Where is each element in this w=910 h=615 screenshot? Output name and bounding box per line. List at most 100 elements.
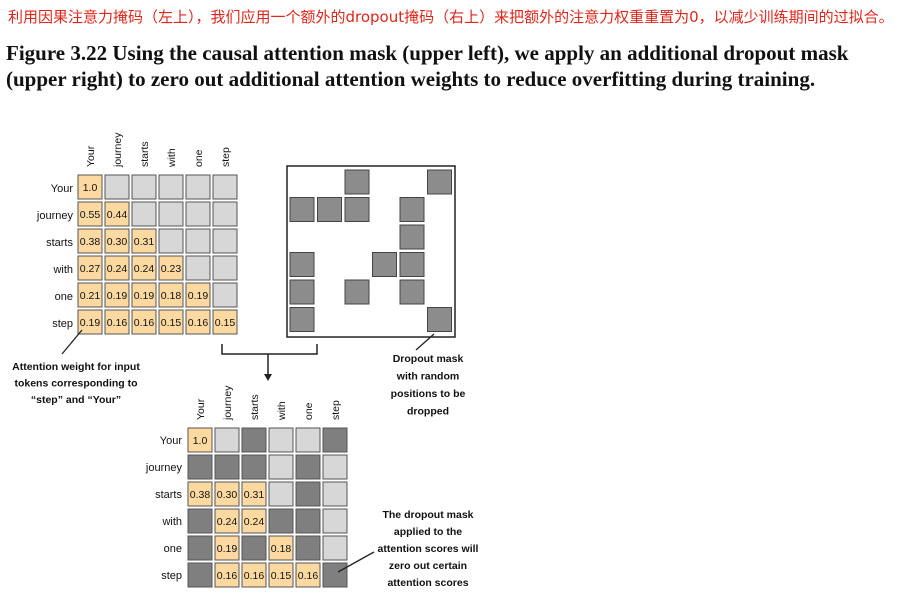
matrix-cell bbox=[131, 174, 157, 200]
pointer-line bbox=[337, 551, 375, 573]
column-label: one bbox=[303, 402, 315, 420]
result-cell bbox=[241, 454, 267, 480]
pointer-line bbox=[61, 329, 83, 355]
cell-value: 0.16 bbox=[134, 317, 155, 329]
result-cell bbox=[187, 508, 213, 534]
matrix-cell bbox=[158, 228, 184, 254]
matrix-cell bbox=[185, 174, 211, 200]
column-label: journey bbox=[222, 385, 234, 421]
dropout-cell bbox=[289, 279, 315, 305]
row-label: step bbox=[161, 570, 182, 582]
figure-caption: Figure 3.22 Using the causal attention m… bbox=[6, 41, 849, 91]
result-cell bbox=[295, 427, 321, 453]
result-cell bbox=[268, 562, 294, 588]
row-label: Your bbox=[160, 435, 183, 447]
column-label: step bbox=[330, 400, 342, 420]
cell-value: 0.38 bbox=[190, 489, 211, 501]
result-cell bbox=[187, 427, 213, 453]
cell-value: 0.23 bbox=[161, 263, 182, 275]
result-cell bbox=[214, 454, 240, 480]
matrix-cell bbox=[212, 255, 238, 281]
dropout-cell bbox=[372, 252, 397, 277]
row-label: one bbox=[55, 291, 73, 303]
column-label: one bbox=[193, 149, 205, 167]
cell-value: 0.16 bbox=[244, 570, 265, 582]
cell-value: 1.0 bbox=[83, 182, 98, 194]
matrix-cell bbox=[77, 282, 103, 308]
cell-value: 0.21 bbox=[80, 290, 101, 302]
dropout-cell bbox=[344, 169, 370, 195]
result-cell bbox=[322, 427, 348, 453]
matrix-cell bbox=[104, 255, 130, 281]
result-cell bbox=[241, 427, 267, 453]
cell-value: 0.19 bbox=[107, 290, 128, 302]
note-dropout-mask: positions to be bbox=[391, 388, 466, 400]
matrix-cell bbox=[185, 228, 211, 254]
result-cell bbox=[214, 427, 240, 453]
result-cell bbox=[322, 508, 348, 534]
cell-value: 0.15 bbox=[215, 317, 236, 329]
column-label: journey bbox=[112, 132, 124, 168]
cell-value: 1.0 bbox=[193, 435, 208, 447]
row-label: step bbox=[52, 318, 73, 330]
matrix-cell bbox=[185, 309, 211, 335]
column-label: starts bbox=[249, 394, 261, 420]
note-dropout-mask: dropped bbox=[407, 406, 449, 418]
matrix-cell bbox=[77, 255, 103, 281]
dropout-cell bbox=[344, 279, 370, 305]
matrix-cell bbox=[212, 201, 238, 227]
column-label: with bbox=[276, 401, 288, 421]
row-label: journey bbox=[145, 462, 183, 474]
dropout-cell bbox=[399, 197, 425, 222]
result-cell bbox=[268, 481, 294, 507]
result-cell bbox=[322, 562, 348, 588]
row-label: one bbox=[164, 543, 182, 555]
result-cell bbox=[268, 508, 294, 534]
cell-value: 0.38 bbox=[80, 236, 101, 248]
column-label: Your bbox=[85, 145, 97, 167]
dropout-cell bbox=[289, 252, 315, 277]
cell-value: 0.27 bbox=[80, 263, 101, 275]
matrix-cell bbox=[77, 201, 103, 227]
cell-value: 0.24 bbox=[244, 516, 265, 528]
cell-value: 0.16 bbox=[188, 317, 209, 329]
note-dropout-applied: applied to the bbox=[394, 526, 462, 538]
cell-value: 0.15 bbox=[271, 570, 292, 582]
note-attention-weight: “step” and “Your” bbox=[31, 394, 121, 406]
matrix-cell bbox=[212, 282, 238, 308]
matrix-cell bbox=[131, 228, 157, 254]
result-cell bbox=[187, 535, 213, 561]
result-cell bbox=[241, 508, 267, 534]
cell-value: 0.18 bbox=[161, 290, 182, 302]
result-cell bbox=[295, 508, 321, 534]
note-dropout-mask: Dropout mask bbox=[393, 353, 464, 365]
result-cell bbox=[322, 481, 348, 507]
cell-value: 0.44 bbox=[107, 209, 128, 221]
row-label: journey bbox=[36, 210, 74, 222]
result-cell bbox=[322, 535, 348, 561]
result-cell bbox=[214, 508, 240, 534]
dropout-cell bbox=[427, 307, 452, 332]
dropout-cell bbox=[399, 224, 425, 250]
column-label: Your bbox=[195, 398, 207, 420]
cell-value: 0.15 bbox=[161, 317, 182, 329]
result-cell bbox=[187, 481, 213, 507]
result-cell bbox=[214, 481, 240, 507]
cell-value: 0.16 bbox=[217, 570, 238, 582]
dropout-cell bbox=[289, 307, 315, 332]
matrix-cell bbox=[104, 282, 130, 308]
matrix-cell bbox=[77, 174, 103, 200]
matrix-cell bbox=[212, 174, 238, 200]
matrix-cell bbox=[212, 309, 238, 335]
cell-value: 0.55 bbox=[80, 209, 101, 221]
matrix-cell bbox=[158, 201, 184, 227]
note-dropout-applied: attention scores will bbox=[378, 543, 479, 555]
note-dropout-applied: The dropout mask bbox=[382, 509, 473, 521]
matrix-cell bbox=[104, 174, 130, 200]
row-label: with bbox=[161, 516, 182, 528]
cell-value: 0.31 bbox=[244, 489, 265, 501]
cell-value: 0.30 bbox=[217, 489, 238, 501]
column-label: starts bbox=[139, 141, 151, 167]
matrix-cell bbox=[104, 228, 130, 254]
